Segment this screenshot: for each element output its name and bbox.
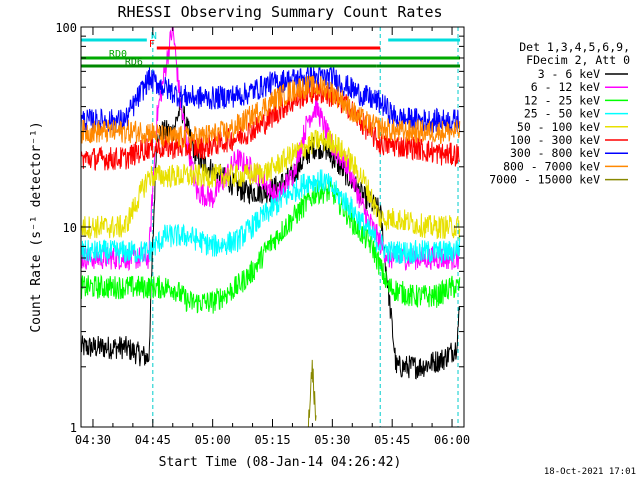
- timestamp: 18-Oct-2021 17:01: [544, 467, 636, 477]
- x-axis-label: Start Time (08-Jan-14 04:26:42): [159, 455, 402, 470]
- legend-entry-6: 300 - 800 keV: [510, 146, 600, 160]
- x-tick-label-2: 05:00: [195, 433, 231, 447]
- x-tick-label-3: 05:15: [254, 433, 290, 447]
- legend-entry-2: 12 - 25 keV: [524, 93, 600, 107]
- y-tick-label-1: 10: [63, 221, 77, 235]
- series-line-5: [81, 81, 461, 171]
- series-line-4: [81, 129, 461, 240]
- x-tick-label-0: 04:30: [75, 433, 111, 447]
- legend-entry-5: 100 - 300 keV: [510, 133, 600, 147]
- legend-entry-3: 25 - 50 keV: [524, 107, 600, 121]
- y-tick-label-0: 1: [70, 421, 77, 435]
- legend-entry-7: 800 - 7000 keV: [503, 159, 600, 173]
- state-bar-label-0: N: [151, 31, 157, 42]
- state-bar-label-1: F: [149, 39, 155, 50]
- legend-entry-4: 50 - 100 keV: [517, 120, 600, 134]
- state-bar-label-2: RD0: [109, 49, 127, 60]
- legend: Det 1,3,4,5,6,9,FDecim 2, Att 03 - 6 keV…: [489, 40, 630, 187]
- series-line-0: [81, 98, 461, 380]
- legend-entry-8: 7000 - 15000 keV: [489, 173, 600, 187]
- chart-title: RHESSI Observing Summary Count Rates: [117, 3, 442, 21]
- x-tick-label-5: 05:45: [374, 433, 410, 447]
- x-tick-label-1: 04:45: [135, 433, 171, 447]
- series-line-7: [81, 75, 461, 150]
- x-tick-label-4: 05:30: [314, 433, 350, 447]
- y-tick-label-2: 100: [55, 21, 77, 35]
- legend-entry-1: 6 - 12 keV: [531, 80, 600, 94]
- series-line-3: [81, 169, 461, 264]
- legend-entry-0: 3 - 6 keV: [538, 67, 600, 81]
- series-line-6: [81, 65, 461, 134]
- legend-header-1: FDecim 2, Att 0: [526, 53, 630, 67]
- series-line-8: [307, 359, 317, 427]
- legend-header-0: Det 1,3,4,5,6,9,: [519, 40, 630, 54]
- y-axis-label: Count Rate (s⁻¹ detector⁻¹): [29, 121, 44, 332]
- series-line-2: [81, 179, 461, 314]
- x-tick-label-6: 06:00: [434, 433, 470, 447]
- state-bar-label-3: RD6: [125, 57, 143, 68]
